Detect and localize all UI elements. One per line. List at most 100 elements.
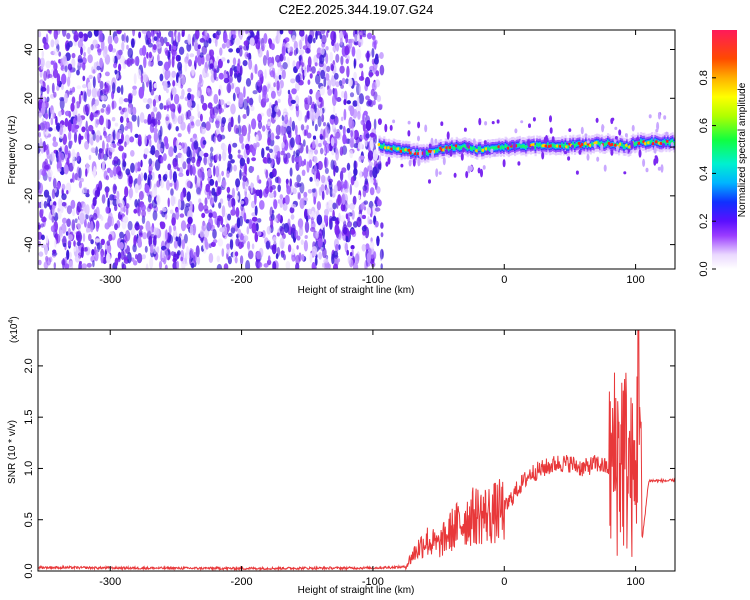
spectrogram-noise-cell	[321, 107, 325, 114]
spectrogram-noise-cell	[102, 160, 106, 166]
spectrogram-noise-cell	[342, 30, 346, 37]
spectrogram-noise-cell	[140, 159, 143, 168]
spectrogram-noise-cell	[172, 51, 178, 56]
spectrogram-speck	[657, 111, 661, 120]
spectrogram-noise-cell	[332, 45, 336, 52]
spectrogram-noise-cell	[71, 86, 76, 93]
spectrogram-noise-cell	[216, 255, 220, 263]
spectrogram-noise-cell	[85, 193, 90, 198]
spectrogram-noise-cell	[38, 112, 43, 118]
spectrogram-noise-cell	[190, 121, 195, 126]
spectrogram-noise-cell	[350, 176, 355, 186]
spectrogram-noise-cell	[102, 140, 105, 152]
spectrogram-noise-cell	[92, 131, 96, 142]
spectrogram-noise-cell	[291, 248, 295, 256]
spectrogram-noise-cell	[251, 212, 256, 217]
spectrogram-noise-cell	[351, 248, 354, 259]
spectrogram-noise-cell	[136, 176, 142, 186]
spectrogram-noise-cell	[236, 217, 241, 229]
spectrogram-noise-cell	[96, 242, 103, 250]
spectrogram-noise-cell	[364, 178, 368, 185]
spectrogram-noise-cell	[154, 149, 160, 158]
spectrogram-noise-cell	[239, 200, 245, 205]
spectrogram-noise-cell	[83, 91, 87, 103]
spectrogram-noise-cell	[165, 142, 169, 150]
spectrogram-noise-cell	[303, 191, 308, 198]
spectrogram-noise-cell	[277, 213, 281, 222]
spectrogram-noise-cell	[225, 212, 228, 224]
spectrogram-noise-cell	[310, 227, 316, 232]
spectrogram-noise-cell	[49, 200, 53, 206]
spectrogram-noise-cell	[67, 150, 71, 159]
spectrogram-noise-cell	[321, 34, 327, 45]
spectrogram-noise-cell	[109, 194, 115, 201]
spectrogram-noise-cell	[243, 40, 249, 46]
spectrogram-noise-cell	[356, 96, 360, 107]
x-tick-label: -300	[99, 576, 121, 588]
spectrogram-noise-cell	[149, 138, 152, 148]
spectrogram-noise-cell	[344, 137, 348, 145]
spectrogram-noise-cell	[325, 46, 329, 51]
spectrogram-noise-cell	[124, 59, 130, 65]
spectrogram-noise-cell	[107, 35, 113, 45]
spectrogram-noise-cell	[173, 145, 177, 154]
spectrogram-ridge-cell	[640, 139, 643, 143]
spectrogram-noise-cell	[193, 140, 199, 150]
spectrogram-noise-cell	[100, 108, 105, 113]
spectrogram-noise-cell	[71, 58, 76, 69]
spectrogram-noise-cell	[343, 108, 347, 121]
spectrogram-noise-cell	[199, 38, 205, 43]
spectrogram-noise-cell	[43, 200, 48, 209]
spectrogram-noise-cell	[270, 218, 274, 229]
spectrogram-speck	[446, 131, 450, 140]
spectrogram-noise-cell	[346, 221, 353, 228]
spectrogram-speck	[418, 149, 422, 158]
spectrogram-noise-cell	[232, 205, 235, 214]
spectrogram-noise-cell	[210, 146, 214, 153]
spectrogram-noise-cell	[139, 112, 145, 123]
spectrogram-noise-cell	[317, 115, 322, 128]
spectrogram-noise-cell	[212, 239, 218, 244]
spectrogram-speck	[440, 121, 444, 126]
spectrogram-noise-cell	[301, 62, 305, 67]
spectrogram-noise-cell	[283, 153, 288, 164]
spectrogram-noise-cell	[40, 223, 44, 228]
spectrogram-noise-cell	[119, 231, 124, 239]
spectrogram-ridge-cell	[551, 143, 555, 147]
spectrogram-noise-cell	[341, 77, 346, 85]
spectrogram-noise-cell	[379, 52, 384, 59]
spectrogram-noise-cell	[358, 84, 362, 95]
spectrogram-noise-cell	[90, 44, 94, 51]
spectrogram-noise-cell	[187, 92, 192, 101]
spectrogram-noise-cell	[101, 194, 106, 204]
spectrogram-noise-cell	[215, 153, 219, 161]
spectrogram-ridge-cell	[635, 142, 638, 146]
spectrogram-noise-cell	[335, 147, 338, 155]
spectrogram-noise-cell	[243, 86, 246, 98]
spectrogram-noise-cell	[212, 228, 217, 239]
spectrogram-ridge-cell	[380, 144, 383, 148]
spectrogram-noise-cell	[150, 111, 155, 121]
spectrogram-noise-cell	[54, 38, 59, 46]
spectrogram-speck	[593, 143, 597, 149]
spectrogram-noise-cell	[177, 236, 182, 247]
spectrogram-speck	[655, 156, 659, 164]
spectrogram-noise-cell	[286, 185, 291, 195]
spectrogram-noise-cell	[227, 213, 232, 221]
spectrogram-noise-cell	[78, 167, 82, 179]
spectrogram-noise-cell	[198, 202, 204, 212]
spectrogram-noise-cell	[346, 100, 351, 105]
spectrogram-noise-cell	[223, 263, 229, 269]
spectrogram-noise-cell	[319, 54, 325, 65]
spectrogram-noise-cell	[160, 179, 165, 189]
spectrogram-noise-cell	[68, 162, 74, 172]
spectrogram-noise-cell	[121, 41, 125, 52]
spectrogram-noise-cell	[319, 85, 325, 96]
y-tick-label: 2.0	[23, 358, 35, 373]
spectrogram-noise-cell	[163, 153, 167, 162]
spectrogram-speck	[656, 121, 660, 131]
spectrogram-noise-cell	[130, 150, 135, 157]
spectrogram-noise-cell	[63, 92, 68, 104]
spectrogram-speck	[564, 150, 567, 155]
y-tick-label: 1.5	[23, 410, 35, 425]
